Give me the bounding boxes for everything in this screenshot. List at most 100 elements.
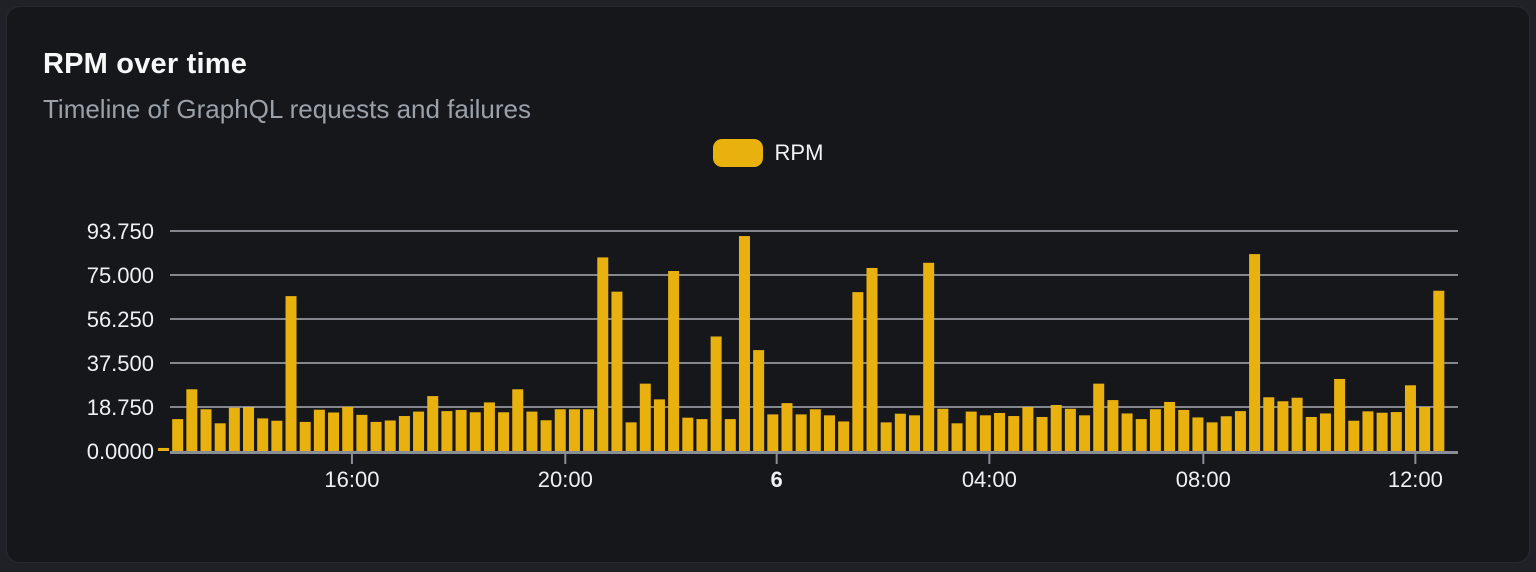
rpm-bar[interactable] xyxy=(1135,419,1147,451)
rpm-bar[interactable] xyxy=(611,291,623,451)
rpm-bar[interactable] xyxy=(880,422,892,451)
rpm-bar[interactable] xyxy=(951,423,963,451)
rpm-bar[interactable] xyxy=(781,403,793,451)
rpm-bar[interactable] xyxy=(1164,401,1176,451)
rpm-bar[interactable] xyxy=(469,412,481,451)
rpm-bar[interactable] xyxy=(1319,413,1331,451)
rpm-bar[interactable] xyxy=(342,406,354,451)
rpm-bar[interactable] xyxy=(158,447,169,451)
rpm-bar[interactable] xyxy=(866,267,878,451)
rpm-bar[interactable] xyxy=(1419,407,1431,451)
rpm-bar[interactable] xyxy=(852,292,864,451)
rpm-bar[interactable] xyxy=(795,414,807,451)
rpm-bar[interactable] xyxy=(1334,378,1346,451)
rpm-bar[interactable] xyxy=(923,262,935,451)
x-axis-label: 16:00 xyxy=(324,467,379,492)
rpm-bar[interactable] xyxy=(809,409,821,451)
y-axis-label: 37.500 xyxy=(87,351,154,376)
rpm-bar[interactable] xyxy=(257,418,269,451)
x-axis-label: 04:00 xyxy=(962,467,1017,492)
legend-label-rpm[interactable]: RPM xyxy=(774,140,824,165)
rpm-bar[interactable] xyxy=(1291,397,1303,451)
rpm-bar[interactable] xyxy=(937,408,949,451)
rpm-bar[interactable] xyxy=(328,412,340,451)
rpm-bar[interactable] xyxy=(370,421,382,451)
rpm-bar[interactable] xyxy=(1206,422,1218,451)
rpm-bar[interactable] xyxy=(1192,417,1204,451)
rpm-bar[interactable] xyxy=(682,417,694,451)
rpm-bar[interactable] xyxy=(1036,416,1048,451)
rpm-bar[interactable] xyxy=(738,236,750,451)
rpm-bar[interactable] xyxy=(1376,412,1388,451)
rpm-bar[interactable] xyxy=(299,421,311,451)
chart-title: RPM over time xyxy=(43,48,248,80)
rpm-bar[interactable] xyxy=(1220,416,1232,451)
rpm-bar[interactable] xyxy=(384,420,396,451)
rpm-bar[interactable] xyxy=(994,412,1006,451)
rpm-bar[interactable] xyxy=(1178,409,1190,451)
rpm-bar[interactable] xyxy=(979,415,991,451)
x-axis-label: 08:00 xyxy=(1176,467,1231,492)
rpm-bar[interactable] xyxy=(668,271,680,451)
rpm-bar[interactable] xyxy=(1149,409,1161,451)
rpm-bar[interactable] xyxy=(724,419,736,451)
rpm-bar[interactable] xyxy=(1234,411,1246,451)
rpm-bar[interactable] xyxy=(526,411,538,451)
rpm-bar[interactable] xyxy=(455,409,467,451)
rpm-bar[interactable] xyxy=(554,409,566,451)
rpm-bar[interactable] xyxy=(838,421,850,451)
rpm-bar[interactable] xyxy=(200,409,212,451)
rpm-bar[interactable] xyxy=(172,419,184,451)
rpm-bar[interactable] xyxy=(498,412,510,451)
chart-card xyxy=(6,6,1530,563)
rpm-bar[interactable] xyxy=(1390,412,1402,451)
rpm-bar[interactable] xyxy=(1305,416,1317,451)
rpm-bar[interactable] xyxy=(710,336,722,451)
rpm-bar[interactable] xyxy=(1121,413,1133,451)
rpm-bar[interactable] xyxy=(313,409,325,451)
rpm-bar[interactable] xyxy=(1249,254,1261,451)
rpm-bar[interactable] xyxy=(214,423,226,451)
rpm-bar[interactable] xyxy=(909,415,921,451)
rpm-bar[interactable] xyxy=(1362,411,1374,451)
rpm-bar[interactable] xyxy=(413,411,425,451)
rpm-bar[interactable] xyxy=(271,420,283,451)
rpm-bar[interactable] xyxy=(568,409,580,451)
rpm-bar[interactable] xyxy=(653,399,665,451)
rpm-bar[interactable] xyxy=(441,411,453,451)
rpm-bar[interactable] xyxy=(639,383,651,451)
rpm-bar[interactable] xyxy=(583,409,595,451)
x-axis-label: 20:00 xyxy=(538,467,593,492)
rpm-bar[interactable] xyxy=(1404,385,1416,451)
rpm-bar[interactable] xyxy=(427,396,439,451)
rpm-bar[interactable] xyxy=(1433,290,1445,451)
rpm-bar[interactable] xyxy=(625,422,637,451)
rpm-bar[interactable] xyxy=(823,415,835,451)
rpm-bar[interactable] xyxy=(696,419,708,451)
rpm-bar[interactable] xyxy=(1348,420,1360,451)
rpm-bar[interactable] xyxy=(356,414,368,451)
rpm-bar[interactable] xyxy=(767,414,779,451)
rpm-bar[interactable] xyxy=(894,413,906,451)
rpm-bar[interactable] xyxy=(243,407,255,451)
rpm-bar[interactable] xyxy=(228,407,240,451)
rpm-bar[interactable] xyxy=(1263,397,1275,451)
rpm-bar[interactable] xyxy=(597,257,609,451)
rpm-bar[interactable] xyxy=(1093,383,1105,451)
rpm-bar[interactable] xyxy=(1277,401,1289,451)
rpm-bar[interactable] xyxy=(1008,416,1020,451)
rpm-bar[interactable] xyxy=(1050,405,1062,451)
rpm-bar[interactable] xyxy=(753,350,765,451)
rpm-bar[interactable] xyxy=(1079,415,1091,451)
rpm-bar[interactable] xyxy=(285,296,297,451)
rpm-bar[interactable] xyxy=(1064,408,1076,451)
rpm-bar[interactable] xyxy=(965,411,977,451)
rpm-bar[interactable] xyxy=(1022,407,1034,451)
rpm-bar[interactable] xyxy=(398,416,410,451)
rpm-bar[interactable] xyxy=(483,402,495,451)
rpm-bar[interactable] xyxy=(540,420,552,451)
rpm-bar[interactable] xyxy=(1107,400,1119,451)
rpm-bar[interactable] xyxy=(186,389,198,451)
rpm-bar[interactable] xyxy=(512,389,524,451)
legend-swatch-rpm[interactable] xyxy=(712,139,763,167)
